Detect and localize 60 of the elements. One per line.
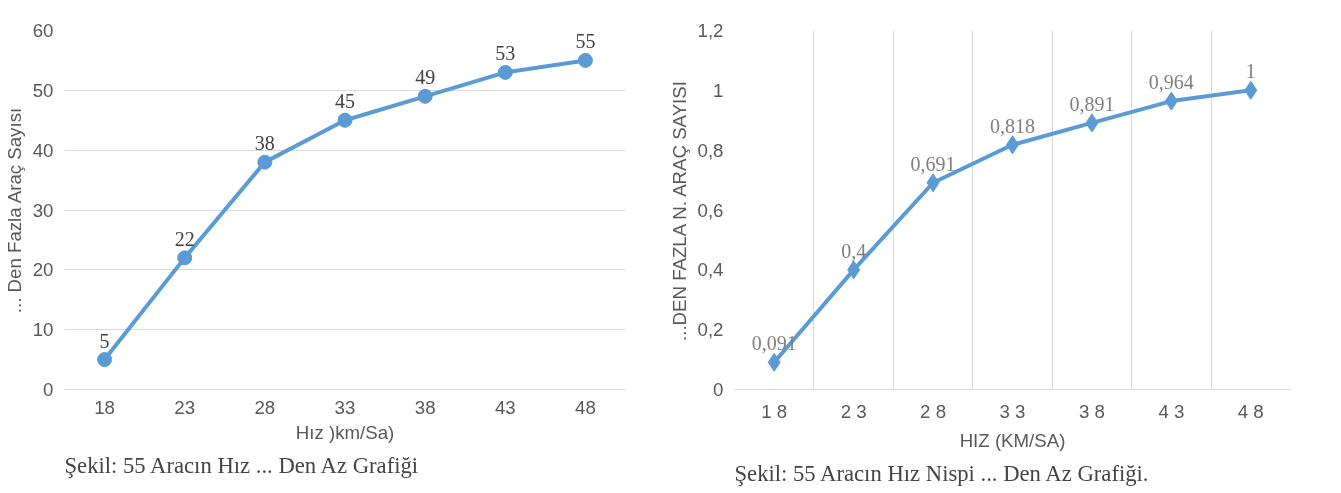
data-label: 0,891 (1069, 92, 1115, 115)
point (97, 352, 113, 368)
point (926, 173, 940, 193)
point (257, 154, 273, 170)
x-tick-label: 28 (254, 396, 276, 418)
x-tick-label: 4 8 (1237, 400, 1264, 422)
data-label: 22 (174, 227, 195, 250)
x-tick-label: 3 8 (1078, 400, 1105, 422)
y-tick-label: 1,2 (697, 20, 724, 41)
data-label: 38 (254, 132, 275, 155)
text: Şekil: 55 Aracın Hız Nispi ... Den Az Grafiği. (734, 460, 1149, 486)
x-axis-title: Hız )km/Sa) (295, 421, 395, 443)
x-tick-label: 43 (494, 396, 516, 418)
x-tick-label: 38 (414, 396, 436, 418)
data-label: 55 (575, 30, 596, 53)
point (177, 250, 193, 266)
point (417, 88, 433, 104)
y-tick-label: 0,8 (697, 139, 724, 161)
point (767, 352, 781, 372)
data-label: 0,818 (990, 114, 1035, 137)
y-tick-label: 50 (32, 79, 54, 101)
point (577, 52, 593, 68)
data-label: 0,4 (841, 239, 867, 262)
x-axis-title: HIZ (KM/SA) (959, 429, 1066, 451)
x-tick-label: 33 (334, 396, 356, 418)
y-axis-title: ...DEN FAZLA N. ARAÇ SAYISI (668, 81, 690, 341)
point (1085, 113, 1099, 133)
x-tick-label: 48 (575, 396, 596, 418)
y-tick-label: 1 (713, 79, 724, 101)
y-tick-label: 40 (32, 139, 54, 161)
x-tick-label: 2 3 (840, 400, 867, 422)
point (1164, 91, 1178, 111)
y-tick-label: 0,6 (697, 199, 724, 221)
x-tick-label: 2 8 (920, 400, 947, 422)
y-tick-label: 0,2 (697, 319, 724, 341)
point (337, 112, 353, 128)
point (847, 260, 861, 280)
x-tick-label: 4 3 (1158, 400, 1185, 422)
y-tick-label: 10 (32, 319, 54, 341)
y-tick-label: 0,4 (697, 259, 724, 281)
point (497, 64, 513, 80)
x-tick-label: 18 (94, 396, 115, 418)
data-label: 45 (335, 90, 355, 113)
data-label: 53 (495, 42, 516, 65)
y-tick-label: 0 (43, 379, 54, 400)
data-label: 0,691 (910, 152, 956, 175)
data-label: 0,964 (1148, 71, 1194, 94)
y-tick-label: 60 (32, 20, 54, 41)
point (1244, 80, 1258, 100)
x-tick-label: 3 3 (999, 400, 1026, 422)
text: Şekil: 55 Aracın Hız ... Den Az Grafiği (64, 452, 419, 478)
y-tick-label: 30 (32, 199, 54, 221)
data-label: 5 (99, 329, 110, 352)
x-tick-label: 23 (174, 396, 196, 418)
y-tick-label: 0 (713, 379, 724, 400)
data-label: 1 (1245, 60, 1256, 83)
y-tick-label: 20 (32, 259, 54, 281)
data-label: 49 (415, 66, 436, 89)
y-axis-title: ... Den Fazla Araç Sayısı (3, 107, 25, 314)
x-tick-label: 1 8 (761, 400, 788, 422)
